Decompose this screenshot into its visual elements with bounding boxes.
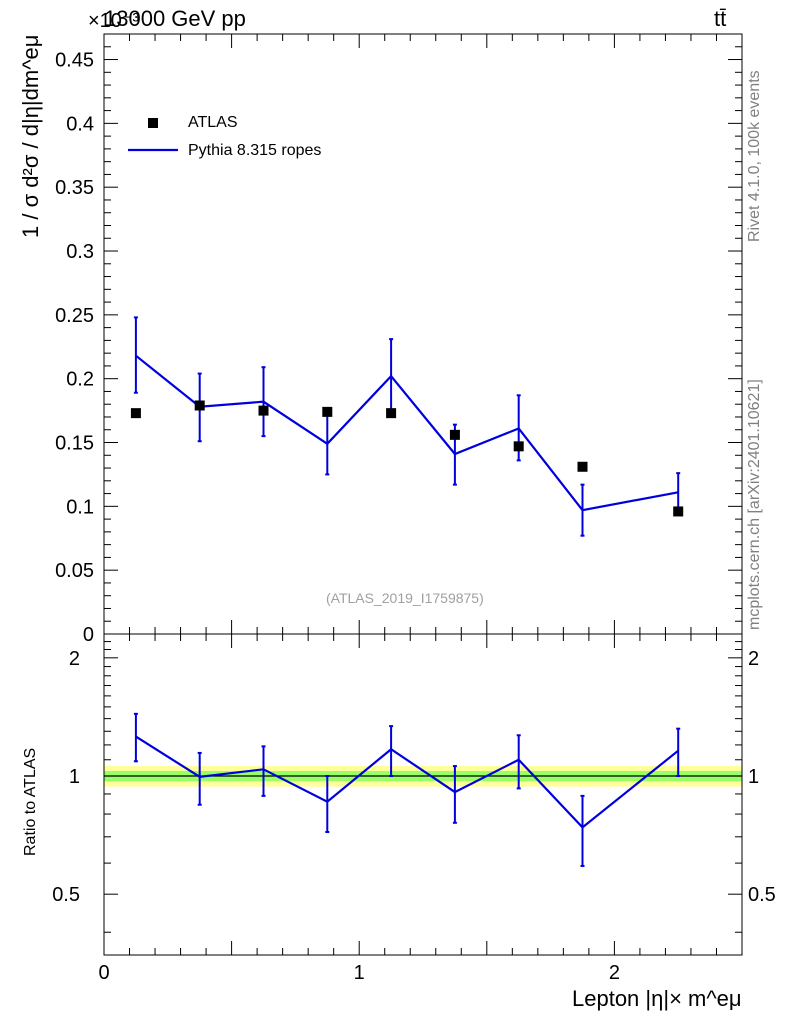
atlas-marker [577, 461, 588, 472]
main-y-tick-label: 0.25 [55, 305, 94, 327]
main-y-tick-label: 0.3 [66, 241, 94, 263]
atlas-marker [130, 408, 141, 419]
main-y-tick-label: 0.1 [66, 496, 94, 518]
main-y-tick-label: 0.35 [55, 177, 94, 199]
atlas-marker [386, 408, 397, 419]
main-y-tick-label: 0.45 [55, 50, 94, 72]
atlas-marker [513, 441, 524, 452]
main-ylabel: 1 / σ d²σ / d|η|dm^eμ [18, 34, 43, 238]
atlas-marker [449, 429, 460, 440]
x-axis-label: Lepton |η|× m^eμ [572, 986, 742, 1011]
main-y-tick-label: 0 [83, 624, 94, 646]
analysis-watermark: (ATLAS_2019_I1759875) [326, 590, 484, 606]
source-label: mcplots.cern.ch [arXiv:2401.10621] [746, 379, 763, 630]
main-y-tick-label: 0.4 [66, 113, 94, 135]
x-tick-label: 0 [98, 962, 109, 984]
x-tick-label: 1 [354, 962, 365, 984]
mc-line [135, 354, 679, 512]
ratio-y-tick-label: 2 [69, 648, 80, 670]
ratio-ylabel: Ratio to ATLAS [22, 747, 39, 856]
atlas-marker [673, 506, 684, 517]
main-y-tick-label: 0.05 [55, 560, 94, 582]
ratio-y-tick-label-right: 2 [748, 648, 759, 670]
main-y-tick-label: 0.2 [66, 369, 94, 391]
atlas-marker [194, 400, 205, 411]
legend-atlas-marker [148, 118, 158, 128]
legend-mc-label: Pythia 8.315 ropes [188, 142, 322, 159]
rivet-version-label: Rivet 4.1.0, 100k events [746, 70, 763, 242]
ratio-y-tick-label-right: 1 [748, 766, 759, 788]
header-right-label: tt̄ [714, 6, 727, 31]
atlas-marker [258, 405, 269, 416]
legend-atlas-label: ATLAS [188, 114, 238, 131]
ratio-y-tick-label: 0.5 [52, 884, 80, 906]
ratio-y-tick-label: 1 [69, 766, 80, 788]
atlas-marker [322, 406, 333, 417]
main-y-tick-label: 0.15 [55, 433, 94, 455]
header-left-label: 13000 GeV pp [104, 6, 246, 31]
x-tick-label: 2 [609, 962, 620, 984]
header-exponent-label: ×10⁻³ [88, 10, 140, 32]
ratio-y-tick-label-right: 0.5 [748, 884, 776, 906]
ratio-frame [103, 633, 743, 956]
